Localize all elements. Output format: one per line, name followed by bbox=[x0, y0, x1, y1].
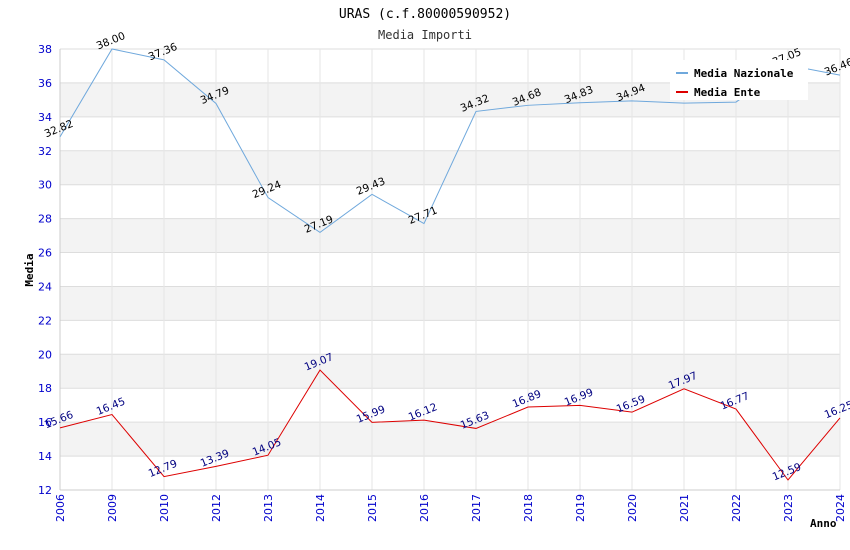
x-tick-label: 2006 bbox=[54, 494, 67, 522]
grid-band bbox=[60, 286, 840, 321]
y-tick-label: 32 bbox=[38, 145, 52, 158]
legend: Media Nazionale Media Ente bbox=[670, 60, 808, 100]
x-tick-label: 2016 bbox=[418, 494, 431, 522]
x-tick-label: 2010 bbox=[158, 494, 171, 522]
y-tick-label: 36 bbox=[38, 77, 52, 90]
chart-subtitle: Media Importi bbox=[378, 28, 472, 42]
grid-band bbox=[60, 456, 840, 490]
grid-band bbox=[60, 184, 840, 219]
grid-band bbox=[60, 422, 840, 457]
x-tick-label: 2015 bbox=[366, 494, 379, 522]
legend-entry: Media Nazionale bbox=[694, 67, 794, 80]
y-tick-label: 16 bbox=[38, 416, 52, 429]
x-tick-label: 2009 bbox=[106, 494, 119, 522]
y-tick-label: 26 bbox=[38, 247, 52, 260]
y-tick-label: 14 bbox=[38, 450, 52, 463]
x-tick-label: 2020 bbox=[626, 494, 639, 522]
x-axis-label: Anno bbox=[810, 517, 837, 530]
y-tick-label: 22 bbox=[38, 314, 52, 327]
chart-title: URAS (c.f.80000590952) bbox=[339, 7, 511, 22]
x-tick-label: 2012 bbox=[210, 494, 223, 522]
x-tick-label: 2019 bbox=[574, 494, 587, 522]
x-tick-label: 2014 bbox=[314, 494, 327, 522]
legend-entry: Media Ente bbox=[694, 86, 761, 99]
y-tick-label: 38 bbox=[38, 43, 52, 56]
grid-band bbox=[60, 354, 840, 389]
y-tick-label: 12 bbox=[38, 484, 52, 497]
grid-band bbox=[60, 252, 840, 287]
x-tick-label: 2017 bbox=[470, 494, 483, 522]
series-line-media-ente bbox=[59, 369, 841, 481]
y-axis-label: Media bbox=[23, 253, 36, 286]
grid-band bbox=[60, 388, 840, 423]
x-tick-label: 2018 bbox=[522, 494, 535, 522]
x-tick-label: 2023 bbox=[782, 494, 795, 522]
y-tick-label: 28 bbox=[38, 213, 52, 226]
grid-band bbox=[60, 320, 840, 355]
grid-band bbox=[60, 218, 840, 253]
x-tick-label: 2021 bbox=[678, 494, 691, 522]
y-tick-label: 34 bbox=[38, 111, 52, 124]
x-tick-label: 2022 bbox=[730, 494, 743, 522]
y-tick-label: 24 bbox=[38, 280, 52, 293]
series-line-media-nazionale bbox=[59, 48, 841, 233]
x-tick-label: 2013 bbox=[262, 494, 275, 522]
y-tick-label: 30 bbox=[38, 179, 52, 192]
grid-band bbox=[60, 116, 840, 151]
y-tick-label: 18 bbox=[38, 382, 52, 395]
y-tick-label: 20 bbox=[38, 348, 52, 361]
legend-box bbox=[670, 60, 808, 100]
x-tick-label: 2024 bbox=[834, 494, 847, 522]
